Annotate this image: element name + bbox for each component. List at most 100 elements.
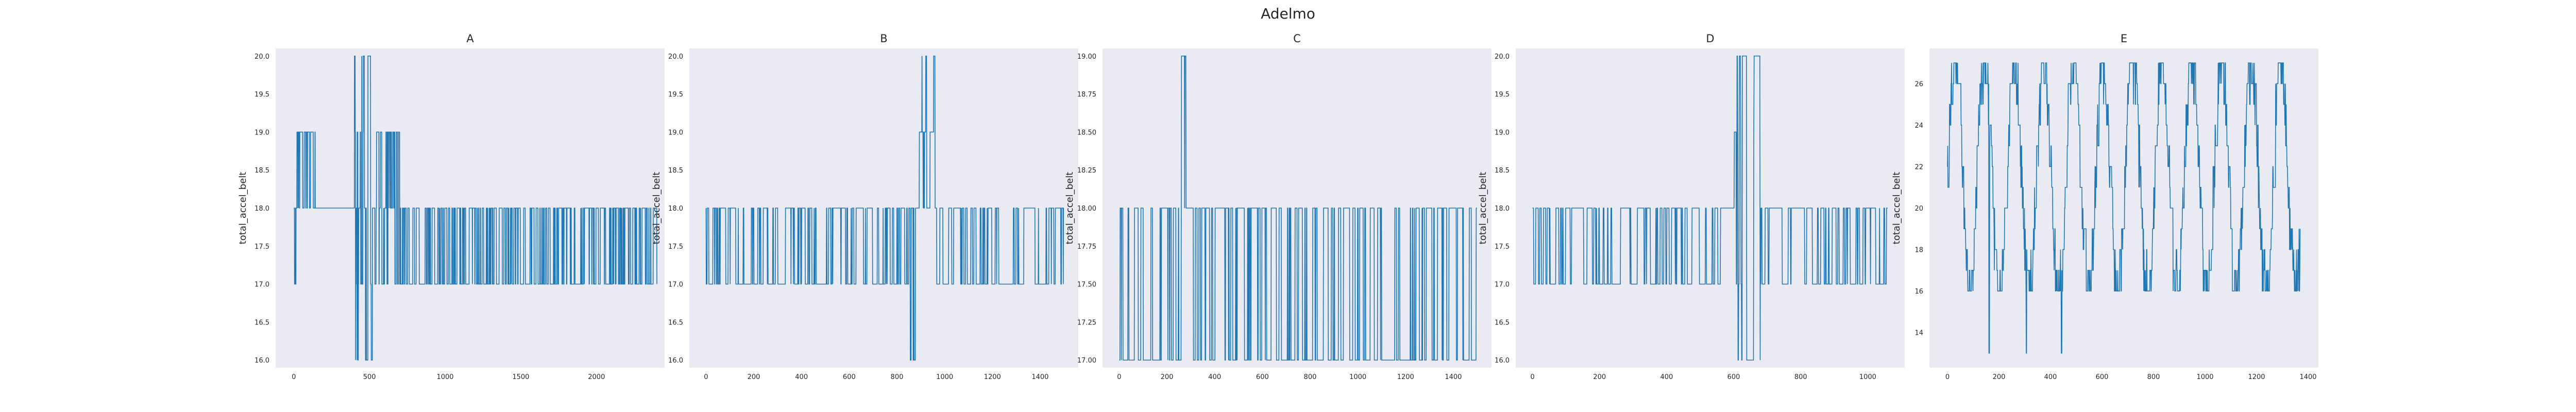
subplot-title: D <box>1706 32 1714 45</box>
x-tick-label: 1000 <box>2196 373 2213 381</box>
subplot-title: B <box>880 32 887 45</box>
y-tick-label: 18.5 <box>668 167 683 175</box>
y-tick-label: 17.5 <box>668 243 683 251</box>
series-line <box>705 55 1064 361</box>
y-tick-label: 22 <box>1914 163 1923 171</box>
x-tick-label: 1000 <box>936 373 953 381</box>
x-tick-label: 2000 <box>588 373 605 381</box>
series-line <box>1119 55 1477 361</box>
y-tick-label: 14 <box>1914 330 1923 337</box>
x-tick-label: 800 <box>891 373 904 381</box>
y-tick-label: 17.25 <box>1077 319 1096 327</box>
y-tick-label: 17.75 <box>1077 243 1096 251</box>
x-tick-label: 1400 <box>2299 373 2316 381</box>
y-tick-label: 17.00 <box>1077 357 1096 365</box>
y-tick-label: 16.5 <box>255 319 269 327</box>
subplot-title: C <box>1293 32 1301 45</box>
x-tick-label: 400 <box>1660 373 1673 381</box>
x-tick-label: 600 <box>843 373 856 381</box>
plot-area <box>689 48 1078 368</box>
y-tick-label: 20 <box>1914 205 1923 213</box>
y-tick-label: 16.0 <box>668 357 683 365</box>
y-tick-label: 19.0 <box>255 129 269 136</box>
y-axis-label: total_accel_belt <box>1064 172 1075 245</box>
y-tick-label: 18.0 <box>255 205 269 213</box>
x-tick-label: 0 <box>704 373 708 381</box>
y-tick-label: 17.0 <box>255 281 269 289</box>
x-tick-label: 1400 <box>1445 373 1462 381</box>
y-tick-label: 19.0 <box>1495 129 1510 136</box>
x-tick-label: 200 <box>748 373 760 381</box>
y-tick-label: 20.0 <box>1495 53 1510 61</box>
subplot-title: A <box>466 32 474 45</box>
y-tick-label: 18.0 <box>668 205 683 213</box>
y-tick-label: 19.5 <box>1495 91 1510 99</box>
x-tick-label: 1200 <box>984 373 1001 381</box>
x-tick-label: 0 <box>1945 373 1950 381</box>
subplot-title: E <box>2121 32 2127 45</box>
x-tick-label: 0 <box>1117 373 1121 381</box>
y-tick-label: 17.5 <box>255 243 269 251</box>
y-tick-label: 18.5 <box>255 167 269 175</box>
y-tick-label: 16 <box>1914 288 1923 296</box>
y-tick-label: 24 <box>1914 122 1923 130</box>
x-tick-label: 1500 <box>512 373 529 381</box>
x-tick-label: 600 <box>1727 373 1740 381</box>
x-tick-label: 1200 <box>1397 373 1414 381</box>
y-tick-label: 20.0 <box>255 53 269 61</box>
y-tick-label: 18.75 <box>1077 91 1096 99</box>
x-tick-label: 1000 <box>1349 373 1366 381</box>
x-tick-label: 1400 <box>1031 373 1048 381</box>
x-tick-label: 400 <box>1208 373 1221 381</box>
y-tick-label: 18.25 <box>1077 167 1096 175</box>
x-tick-label: 500 <box>363 373 376 381</box>
series-line <box>294 55 657 361</box>
y-tick-label: 18.00 <box>1077 205 1096 213</box>
y-tick-label: 16.5 <box>1495 319 1510 327</box>
x-tick-label: 400 <box>795 373 808 381</box>
x-tick-label: 800 <box>1304 373 1317 381</box>
x-tick-label: 0 <box>292 373 296 381</box>
x-tick-label: 800 <box>2147 373 2160 381</box>
y-tick-label: 17.5 <box>1495 243 1510 251</box>
x-tick-label: 200 <box>1993 373 2006 381</box>
y-tick-label: 17.0 <box>668 281 683 289</box>
series-line <box>1947 62 2301 354</box>
series-line <box>1532 55 1888 361</box>
y-axis-label: total_accel_belt <box>1478 172 1488 245</box>
y-axis-label: total_accel_belt <box>651 172 662 245</box>
x-tick-label: 1200 <box>2248 373 2265 381</box>
y-tick-label: 17.50 <box>1077 281 1096 289</box>
x-tick-label: 1000 <box>436 373 453 381</box>
y-tick-label: 20.0 <box>668 53 683 61</box>
x-tick-label: 800 <box>1794 373 1807 381</box>
y-tick-label: 18.50 <box>1077 129 1096 136</box>
x-tick-label: 400 <box>2044 373 2057 381</box>
x-tick-label: 200 <box>1593 373 1606 381</box>
y-tick-label: 19.5 <box>668 91 683 99</box>
y-tick-label: 19.5 <box>255 91 269 99</box>
y-axis-label: total_accel_belt <box>238 172 248 245</box>
y-tick-label: 18.5 <box>1495 167 1510 175</box>
y-tick-label: 16.5 <box>668 319 683 327</box>
x-tick-label: 600 <box>2096 373 2109 381</box>
x-tick-label: 0 <box>1530 373 1534 381</box>
x-tick-label: 200 <box>1161 373 1174 381</box>
x-tick-label: 1000 <box>1859 373 1876 381</box>
y-tick-label: 17.0 <box>1495 281 1510 289</box>
y-tick-label: 19.0 <box>668 129 683 136</box>
y-tick-label: 26 <box>1914 80 1923 88</box>
y-tick-label: 18.0 <box>1495 205 1510 213</box>
y-tick-label: 18 <box>1914 247 1923 254</box>
figure-title: Adelmo <box>1261 5 1315 22</box>
x-tick-label: 600 <box>1256 373 1269 381</box>
y-tick-label: 16.0 <box>1495 357 1510 365</box>
y-tick-label: 16.0 <box>255 357 269 365</box>
